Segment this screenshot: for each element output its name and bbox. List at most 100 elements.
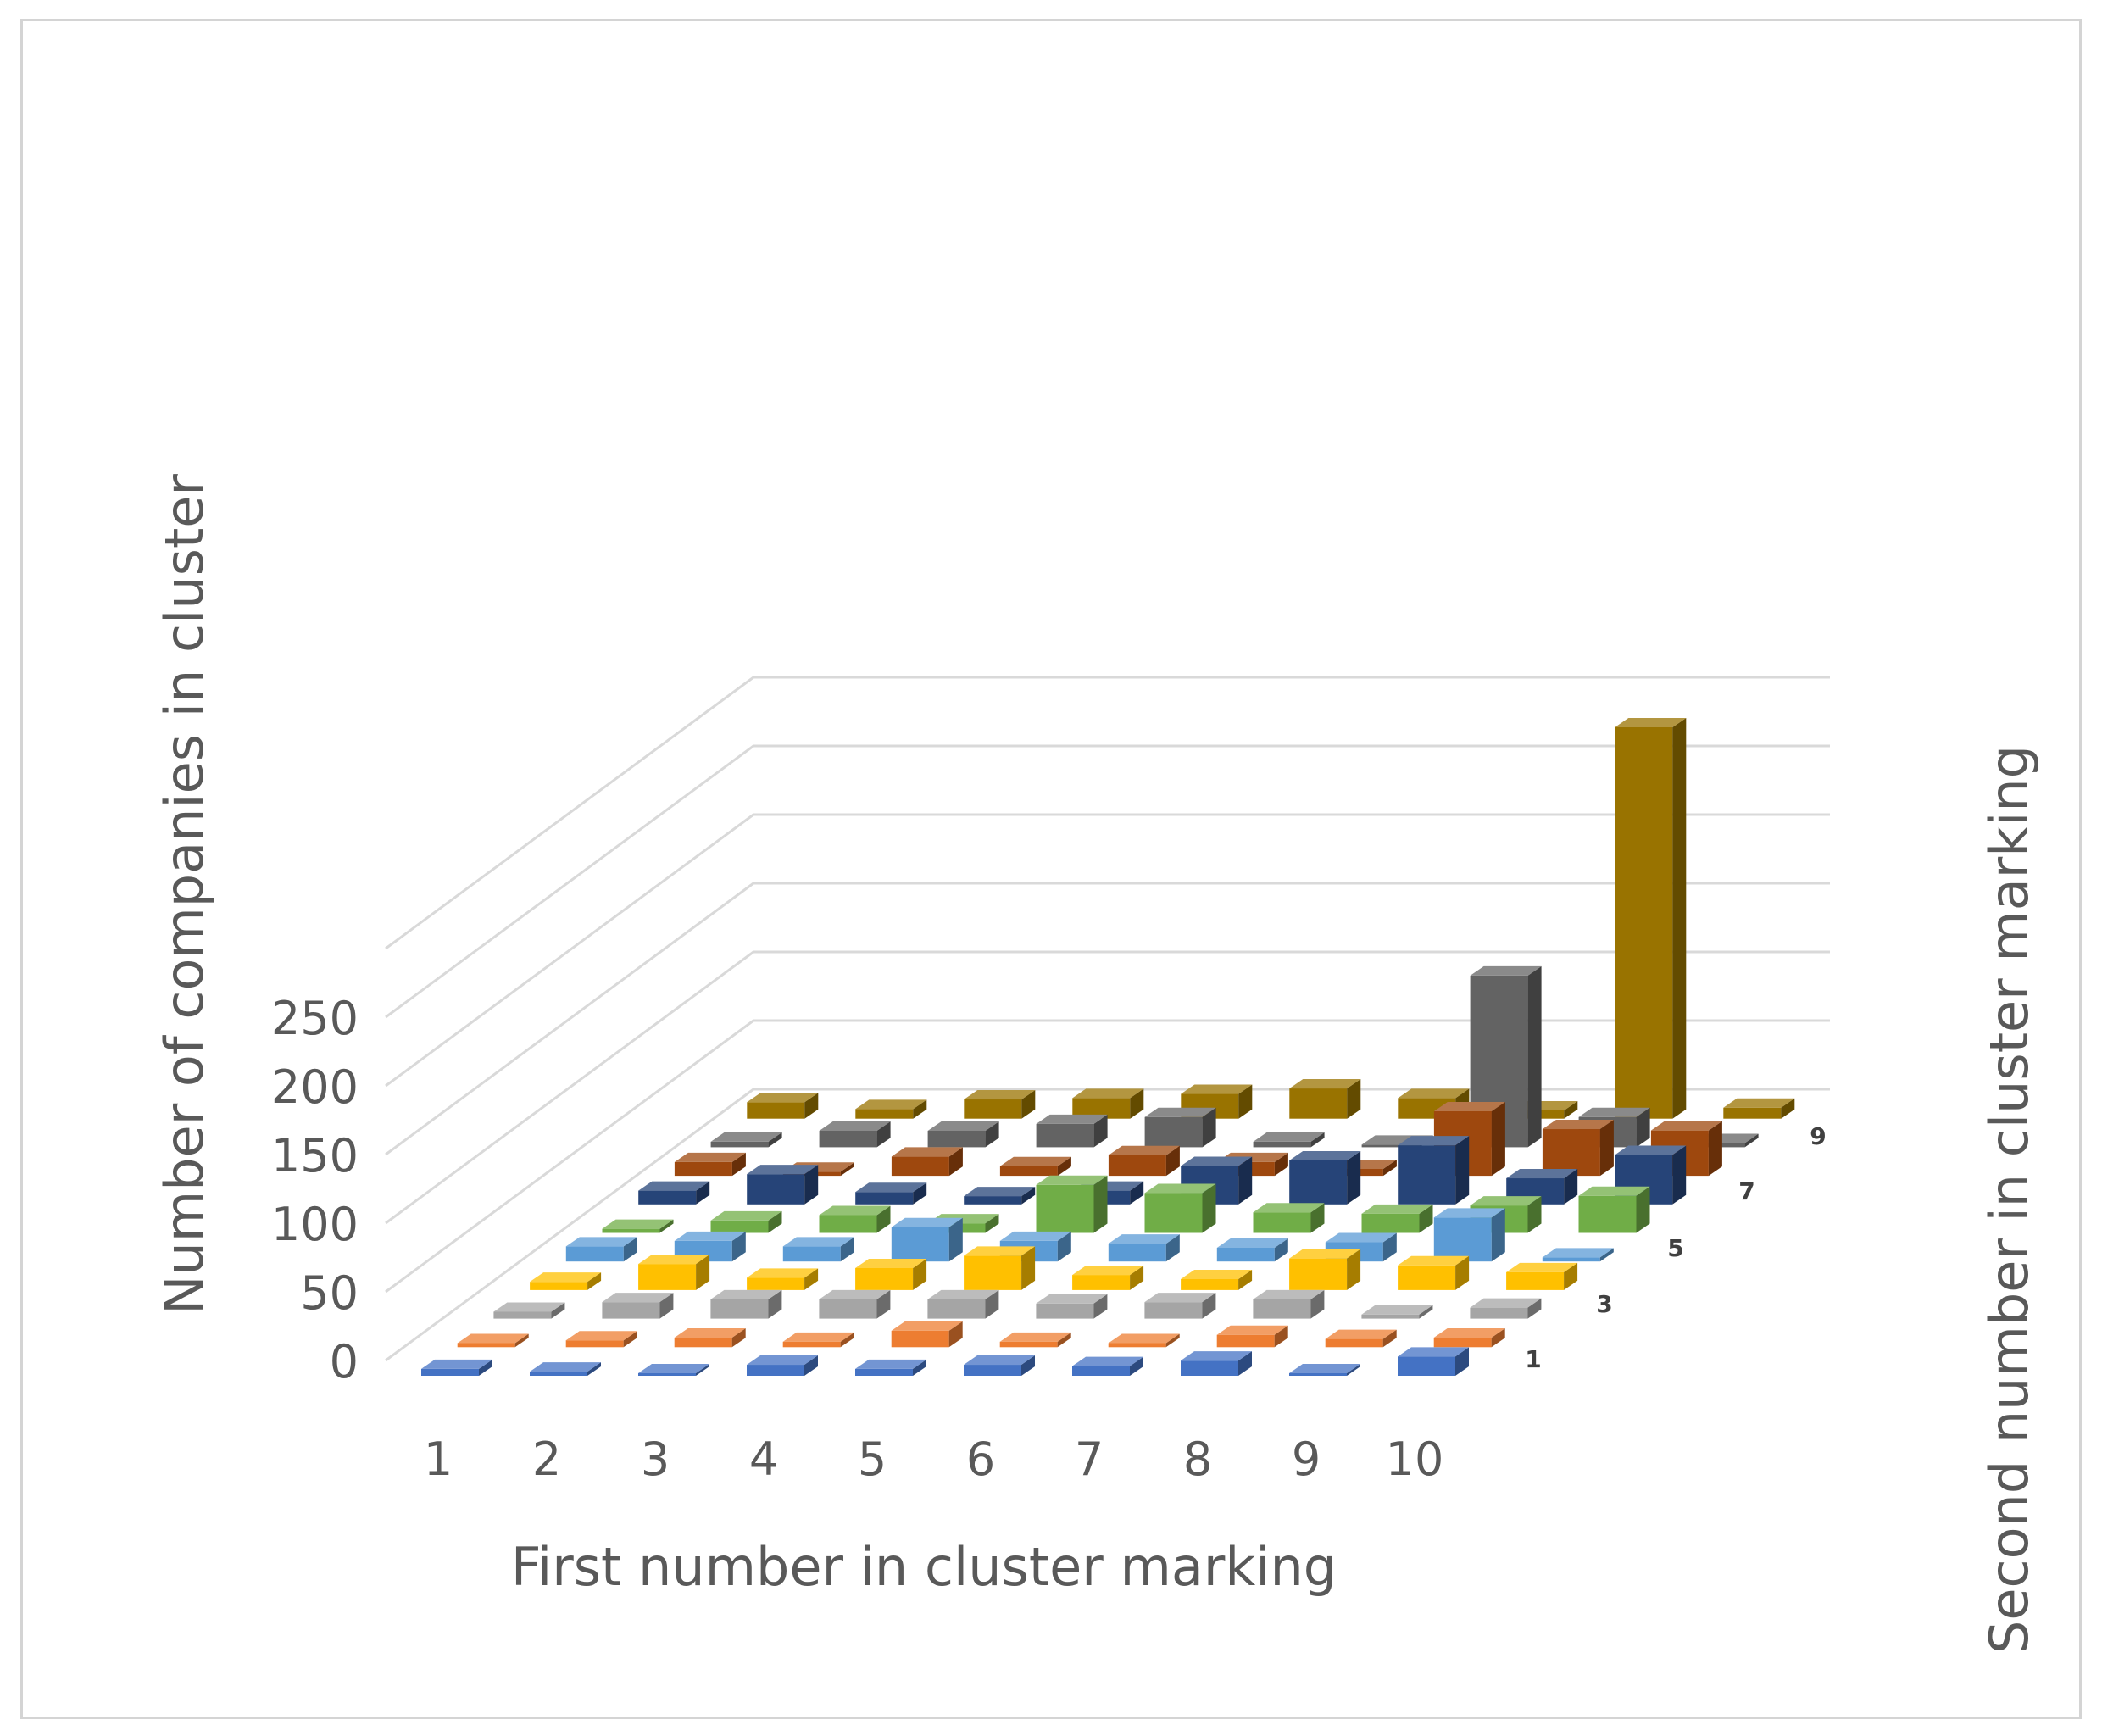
bar-front	[1144, 1193, 1203, 1233]
bar-front	[1036, 1184, 1094, 1233]
bar-side	[1527, 965, 1542, 1148]
bar-top	[530, 1272, 602, 1283]
bar-front	[602, 1228, 660, 1233]
bar-front	[674, 1337, 732, 1348]
bar-front	[964, 1255, 1022, 1290]
bar-front	[1289, 1258, 1348, 1290]
bar	[638, 1364, 709, 1376]
bar	[1108, 1145, 1180, 1177]
bar-side	[1165, 1234, 1180, 1262]
bar-top	[1723, 1098, 1795, 1108]
bar-top	[638, 1255, 710, 1265]
bar	[819, 1121, 891, 1148]
bar	[674, 1327, 746, 1348]
bar-top	[1361, 1204, 1433, 1214]
bar	[1253, 1203, 1325, 1233]
bar-side	[1347, 1150, 1361, 1205]
bar-top	[1506, 1262, 1578, 1272]
bar	[1325, 1329, 1397, 1348]
bar	[1144, 1183, 1216, 1233]
bar	[710, 1289, 782, 1319]
bar-front	[602, 1302, 660, 1319]
bar-side	[1708, 1121, 1722, 1177]
bar-side	[876, 1121, 891, 1148]
gridline-side	[385, 1019, 754, 1294]
bar-top	[964, 1187, 1036, 1197]
bar-front	[1144, 1302, 1203, 1319]
y-tick-label: 250	[271, 992, 359, 1045]
bar-front	[999, 1166, 1058, 1177]
bar	[565, 1237, 637, 1262]
bar-side	[659, 1293, 674, 1319]
bar-side	[1021, 1090, 1036, 1119]
bar-front	[1181, 1278, 1239, 1290]
bar	[1470, 1298, 1542, 1319]
bar-top	[819, 1121, 891, 1131]
bar-front	[1723, 1107, 1782, 1119]
bar-top	[1325, 1232, 1397, 1243]
bar-side	[731, 1152, 746, 1177]
bar-side	[1491, 1208, 1505, 1262]
x-tick-label: 10	[1386, 1433, 1444, 1486]
bar	[530, 1272, 602, 1290]
bar	[964, 1090, 1036, 1119]
bar-front	[1181, 1360, 1238, 1376]
bar-top	[964, 1355, 1035, 1366]
bar-top	[1253, 1289, 1325, 1299]
bar-side	[659, 1219, 674, 1233]
bar-front	[565, 1246, 624, 1262]
bar-top	[1144, 1183, 1216, 1194]
bar-top	[1542, 1120, 1614, 1130]
bar-top	[891, 1217, 963, 1227]
bar-top	[1398, 1136, 1470, 1146]
bar-front	[1398, 1265, 1456, 1290]
bar-front	[1361, 1314, 1420, 1319]
bar-top	[1216, 1325, 1288, 1335]
bar-side	[913, 1099, 927, 1119]
bar-top	[782, 1332, 854, 1342]
bar-front	[1470, 1307, 1528, 1319]
bar-front	[493, 1311, 552, 1319]
bar-front	[1036, 1303, 1094, 1319]
bar	[1181, 1351, 1252, 1376]
bar	[819, 1289, 891, 1319]
bar-front	[710, 1141, 769, 1148]
bar-front	[1433, 1337, 1492, 1348]
bar-side	[1238, 1084, 1253, 1119]
bar-front	[747, 1277, 805, 1290]
bar-top	[1253, 1203, 1325, 1213]
bar-side	[948, 1217, 963, 1262]
bar-top	[710, 1210, 782, 1221]
bar-top	[530, 1362, 601, 1372]
bar-top	[1181, 1269, 1253, 1279]
y-tick-label: 0	[330, 1335, 359, 1388]
bar-top	[421, 1359, 492, 1369]
bar-front	[964, 1196, 1022, 1205]
bar	[1542, 1248, 1614, 1262]
bar-front	[927, 1130, 986, 1148]
bar-side	[985, 1214, 999, 1233]
bar	[1108, 1234, 1180, 1262]
bar-top	[927, 1121, 999, 1131]
bar-front	[999, 1341, 1058, 1348]
z-tick-label: 7	[1738, 1177, 1754, 1205]
bar	[782, 1237, 854, 1262]
bar-side	[1382, 1329, 1397, 1348]
bar-side	[1274, 1238, 1288, 1262]
bar-side	[1455, 1136, 1470, 1205]
gridline-side	[385, 813, 754, 1088]
bar-front	[819, 1130, 877, 1148]
bar-top	[1181, 1084, 1253, 1094]
bar-side	[804, 1165, 819, 1205]
bar-side	[1202, 1107, 1216, 1148]
bar-front	[674, 1161, 732, 1177]
bar-front	[855, 1267, 914, 1290]
bar-front	[1361, 1213, 1420, 1233]
bar-side	[840, 1332, 854, 1348]
bar-top	[1216, 1238, 1288, 1248]
bar-top	[710, 1289, 782, 1299]
bar-top	[638, 1364, 709, 1373]
bar	[1361, 1305, 1433, 1319]
bar	[1289, 1364, 1360, 1376]
bar-front	[1578, 1195, 1637, 1233]
